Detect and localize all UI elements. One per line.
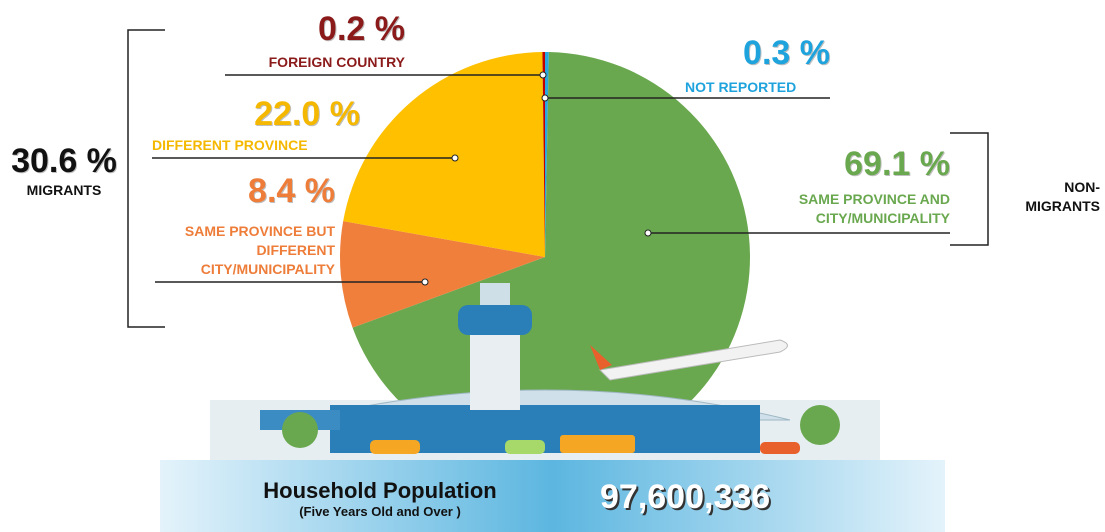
slice-name: SAME PROVINCE BUT DIFFERENT CITY/MUNICIP… [184,223,335,277]
leader-dot [539,71,547,79]
footer-total: 97,600,336 [600,478,771,516]
slice [542,52,545,257]
migrants-name: MIGRANTS [26,182,102,198]
leader-dot [421,278,429,286]
slice-value-label: 0.3 % [743,34,830,72]
pie [340,52,751,463]
footer-title: Household Population [263,478,497,503]
slice [340,221,545,328]
slice [545,52,549,257]
slice-name: DIFFERENT PROVINCE [152,137,308,153]
slice-name: NOT REPORTED [685,79,797,95]
slice-value-label: 0.2 % [318,10,405,48]
slice [352,52,751,463]
leader-dot [644,229,652,237]
migrants-label: 30.6 % MIGRANTS [0,142,128,200]
leader-dot [541,94,549,102]
slice-value-label: 8.4 % [248,172,335,210]
leaders [152,71,950,286]
brackets [127,29,989,328]
footer-subtitle: (Five Years Old and Over ) [299,504,461,519]
slice-name: FOREIGN COUNTRY [268,54,405,70]
slice [343,52,545,257]
slice-value-label: 22.0 % [254,95,360,133]
slice-value-label: 69.1 % [844,145,950,183]
leader-dot [451,154,459,162]
footer-text: Household Population (Five Years Old and… [160,478,600,519]
slice-name: SAME PROVINCE AND CITY/MUNICIPALITY [798,191,950,226]
migrants-share: 30.6 % [11,142,117,180]
non-migrants-name: NON-MIGRANTS [1025,179,1100,214]
airport [160,283,945,532]
